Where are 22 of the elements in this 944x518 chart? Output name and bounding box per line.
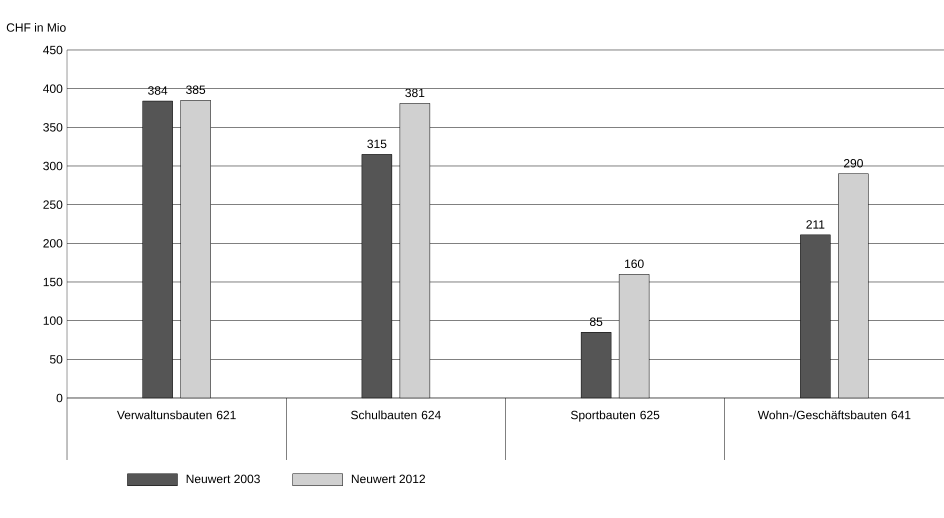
y-tick-label: 0 xyxy=(56,394,62,402)
y-tick-label: 100 xyxy=(44,316,62,325)
x-tick-label: Verwaltunsbauten 621 xyxy=(116,410,236,420)
y-tick-label: 150 xyxy=(44,278,62,286)
data-label: 211 xyxy=(806,220,824,229)
legend-label: Neuwert 2003 xyxy=(186,474,260,484)
x-tick-label: Wohn-/Geschäftsbauten 641 xyxy=(758,410,910,420)
y-tick-label: 200 xyxy=(43,239,62,248)
y-tick-label: 300 xyxy=(43,162,62,170)
data-label: 290 xyxy=(844,158,863,168)
data-label: 315 xyxy=(367,140,386,148)
y-tick-label: 400 xyxy=(43,84,62,93)
legend-label: Neuwert 2012 xyxy=(352,474,426,484)
y-tick-label: 50 xyxy=(50,355,62,364)
data-label: 381 xyxy=(405,88,424,98)
x-tick-label: Schulbauten 624 xyxy=(351,410,441,420)
y-tick-label: 350 xyxy=(43,123,62,132)
x-tick-label: Sportbauten 625 xyxy=(570,410,660,422)
y-tick-label: 250 xyxy=(43,200,62,209)
y-axis-title: CHF in Mio xyxy=(6,22,66,32)
y-tick-label: 450 xyxy=(43,46,62,54)
data-label: 160 xyxy=(625,260,644,268)
